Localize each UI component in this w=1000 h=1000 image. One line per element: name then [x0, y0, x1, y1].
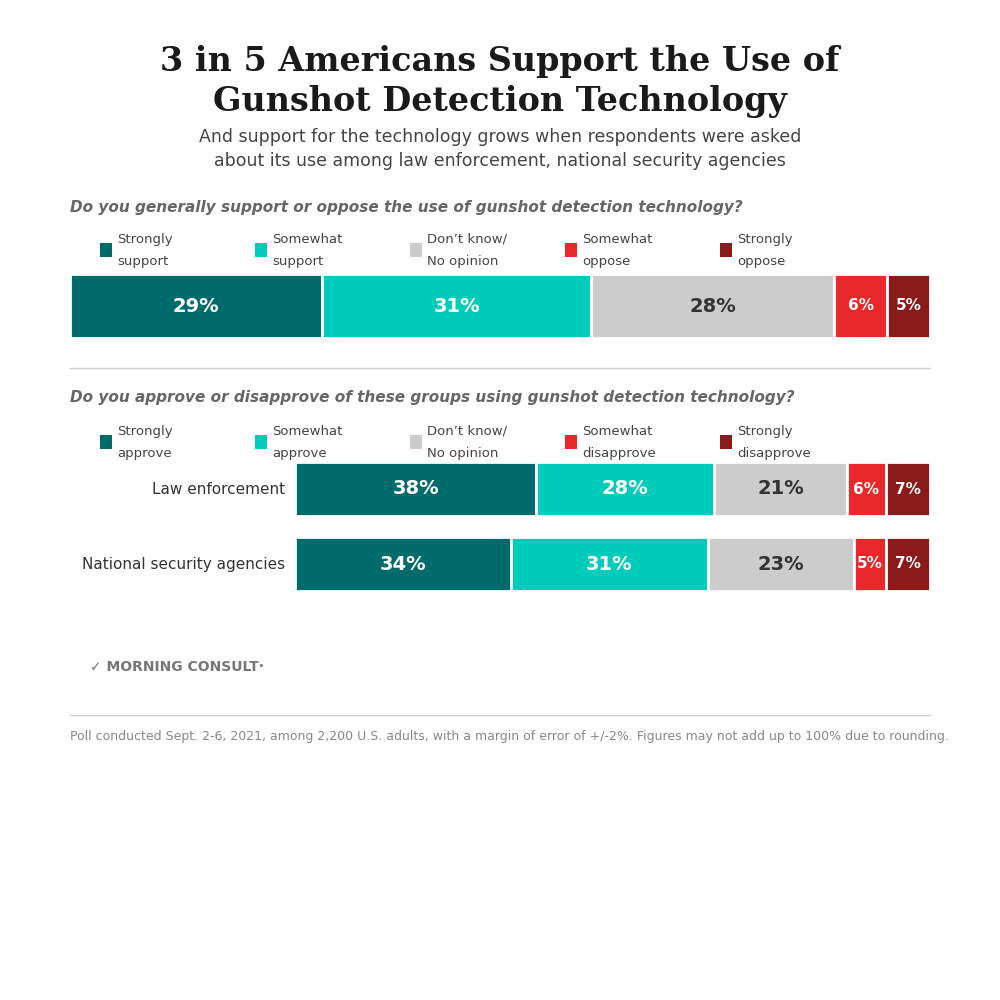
Text: National security agencies: National security agencies — [82, 556, 285, 572]
Text: 29%: 29% — [173, 296, 219, 316]
Bar — [295, 462, 536, 516]
Text: No opinion: No opinion — [427, 447, 498, 460]
Text: Strongly: Strongly — [117, 233, 173, 246]
Bar — [854, 537, 886, 591]
Text: oppose: oppose — [582, 255, 630, 268]
Text: Don’t know/: Don’t know/ — [427, 425, 507, 438]
Text: support: support — [117, 255, 168, 268]
Text: approve: approve — [272, 447, 327, 460]
Text: No opinion: No opinion — [427, 255, 498, 268]
Text: Law enforcement: Law enforcement — [152, 482, 285, 496]
Text: Do you generally support or oppose the use of gunshot detection technology?: Do you generally support or oppose the u… — [70, 200, 743, 215]
Text: ✓ MORNING CONSULT·: ✓ MORNING CONSULT· — [90, 660, 264, 674]
Bar — [591, 274, 834, 338]
Text: Strongly: Strongly — [737, 425, 793, 438]
Text: Do you approve or disapprove of these groups using gunshot detection technology?: Do you approve or disapprove of these gr… — [70, 390, 795, 405]
Text: Strongly: Strongly — [737, 233, 793, 246]
Text: 28%: 28% — [689, 296, 736, 316]
Bar — [511, 537, 708, 591]
Text: 28%: 28% — [602, 480, 649, 498]
Text: 21%: 21% — [757, 480, 804, 498]
Text: 38%: 38% — [392, 480, 439, 498]
Text: Somewhat: Somewhat — [582, 233, 652, 246]
Text: disapprove: disapprove — [582, 447, 656, 460]
Text: oppose: oppose — [737, 255, 785, 268]
Text: 31%: 31% — [433, 296, 480, 316]
Text: support: support — [272, 255, 323, 268]
Bar — [708, 537, 854, 591]
Text: Somewhat: Somewhat — [272, 425, 342, 438]
Bar — [714, 462, 847, 516]
Bar — [886, 537, 930, 591]
Text: 7%: 7% — [895, 556, 921, 572]
Bar — [886, 462, 930, 516]
Bar — [847, 462, 886, 516]
Text: And support for the technology grows when respondents were asked
about its use a: And support for the technology grows whe… — [199, 128, 801, 170]
Bar — [322, 274, 591, 338]
Bar — [295, 537, 511, 591]
Text: 6%: 6% — [853, 482, 880, 496]
Bar — [887, 274, 930, 338]
Text: disapprove: disapprove — [737, 447, 811, 460]
Bar — [536, 462, 714, 516]
Text: 23%: 23% — [757, 554, 804, 574]
Text: Poll conducted Sept. 2-6, 2021, among 2,200 U.S. adults, with a margin of error : Poll conducted Sept. 2-6, 2021, among 2,… — [70, 730, 949, 743]
Text: Don’t know/: Don’t know/ — [427, 233, 507, 246]
Text: 6%: 6% — [848, 298, 874, 314]
Text: approve: approve — [117, 447, 172, 460]
Text: 7%: 7% — [895, 482, 921, 496]
Text: 3 in 5 Americans Support the Use of
Gunshot Detection Technology: 3 in 5 Americans Support the Use of Guns… — [160, 45, 840, 117]
Bar — [70, 274, 322, 338]
Text: Somewhat: Somewhat — [272, 233, 342, 246]
Text: 31%: 31% — [586, 554, 633, 574]
Text: 5%: 5% — [895, 298, 921, 314]
Text: Strongly: Strongly — [117, 425, 173, 438]
Text: 34%: 34% — [380, 554, 426, 574]
Bar — [834, 274, 887, 338]
Text: 5%: 5% — [857, 556, 883, 572]
Text: Somewhat: Somewhat — [582, 425, 652, 438]
